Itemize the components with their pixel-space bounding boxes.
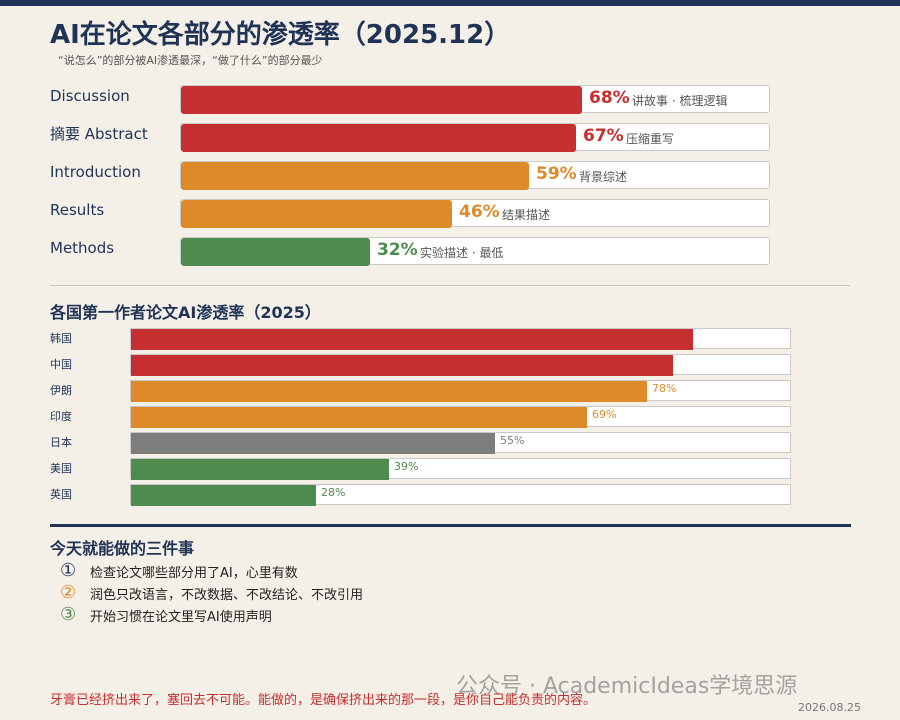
value-label: 67% [583, 126, 624, 146]
bar-track: 28% [130, 484, 791, 506]
bar-track: 69% [130, 406, 791, 428]
actions-title: 今天就能做的三件事 [50, 539, 195, 558]
category-label: 日本 [50, 436, 72, 449]
category-label: Results [50, 201, 105, 219]
bar [181, 162, 529, 190]
category-label: 韩国 [50, 332, 72, 345]
bar-row: 摘要 Abstract 67% 压缩重写 [50, 123, 780, 153]
action-text: 润色只改语言，不改数据、不改结论、不改引用 [90, 588, 364, 603]
bar [131, 355, 673, 376]
bar-row: 日本 55% [50, 432, 792, 454]
bar-row: 印度 69% [50, 406, 792, 428]
bar [131, 459, 389, 480]
bar-track: 39% [130, 458, 791, 480]
bar-row: 英国 28% [50, 484, 792, 506]
category-label: 摘要 Abstract [50, 125, 148, 143]
bar-annotation: 背景综述 [579, 170, 628, 184]
watermark-text: 公众号 · AcademicIdeas学境思源 [456, 674, 798, 699]
action-text: 开始习惯在论文里写AI使用声明 [90, 610, 272, 625]
bar-track: 46% 结果描述 [180, 199, 770, 228]
bar-row: 韩国 85% [50, 328, 792, 350]
category-label: Methods [50, 239, 115, 257]
bar-annotation: 结果描述 [502, 208, 551, 222]
category-label: 伊朗 [50, 384, 72, 397]
category-label: 美国 [50, 462, 72, 475]
action-number: ② [60, 582, 77, 603]
bar-annotation: 压缩重写 [626, 132, 675, 146]
bar [181, 124, 576, 152]
bar-track: 85% [130, 328, 791, 350]
section-divider-strong [50, 524, 851, 527]
value-label: 85% [698, 330, 723, 343]
bar-track: 78% [130, 380, 791, 402]
bar-row: Discussion 68% 讲故事 · 梳理逻辑 [50, 85, 780, 115]
bar-row: Methods 32% 实验描述 · 最低 [50, 237, 780, 267]
bar [181, 238, 370, 266]
bar-annotation: 讲故事 · 梳理逻辑 [632, 94, 728, 108]
bar-row: 中国 82% [50, 354, 792, 376]
top-accent-bar [0, 0, 900, 6]
category-label: Introduction [50, 163, 141, 181]
bar [131, 329, 693, 350]
bar-row: Results 46% 结果描述 [50, 199, 780, 229]
bar-track: 67% 压缩重写 [180, 123, 770, 152]
section-divider [50, 285, 850, 286]
bar [131, 433, 495, 454]
value-label: 68% [589, 88, 630, 108]
bar-track: 55% [130, 432, 791, 454]
bar-track: 32% 实验描述 · 最低 [180, 237, 770, 266]
bar [131, 381, 647, 402]
country-chart-title: 各国第一作者论文AI渗透率（2025） [50, 303, 321, 322]
bar-annotation: 实验描述 · 最低 [420, 246, 504, 260]
footer-date: 2026.08.25 [798, 701, 861, 714]
footer-quote: 牙膏已经挤出来了，塞回去不可能。能做的，是确保挤出来的那一段，是你自己能负责的内… [50, 693, 597, 708]
bar [131, 485, 316, 506]
value-label: 78% [652, 382, 677, 395]
value-label: 46% [459, 202, 500, 222]
page-title: AI在论文各部分的渗透率（2025.12） [50, 20, 511, 50]
value-label: 59% [536, 164, 577, 184]
value-label: 69% [592, 408, 617, 421]
bar [131, 407, 587, 428]
value-label: 82% [678, 356, 703, 369]
category-label: Discussion [50, 87, 130, 105]
bar [181, 200, 452, 228]
bar-row: Introduction 59% 背景综述 [50, 161, 780, 191]
value-label: 55% [500, 434, 525, 447]
bar-row: 伊朗 78% [50, 380, 792, 402]
bar-row: 美国 39% [50, 458, 792, 480]
value-label: 32% [377, 240, 418, 260]
bar-track: 82% [130, 354, 791, 376]
value-label: 39% [394, 460, 419, 473]
bar-track: 68% 讲故事 · 梳理逻辑 [180, 85, 770, 114]
page-subtitle: “说怎么”的部分被AI渗透最深，“做了什么”的部分最少 [58, 54, 323, 67]
bar-track: 59% 背景综述 [180, 161, 770, 190]
category-label: 印度 [50, 410, 72, 423]
category-label: 英国 [50, 488, 72, 501]
category-label: 中国 [50, 358, 72, 371]
bar [181, 86, 582, 114]
action-text: 检查论文哪些部分用了AI，心里有数 [90, 566, 298, 581]
action-number: ③ [60, 604, 77, 625]
value-label: 28% [321, 486, 346, 499]
action-number: ① [60, 560, 77, 581]
